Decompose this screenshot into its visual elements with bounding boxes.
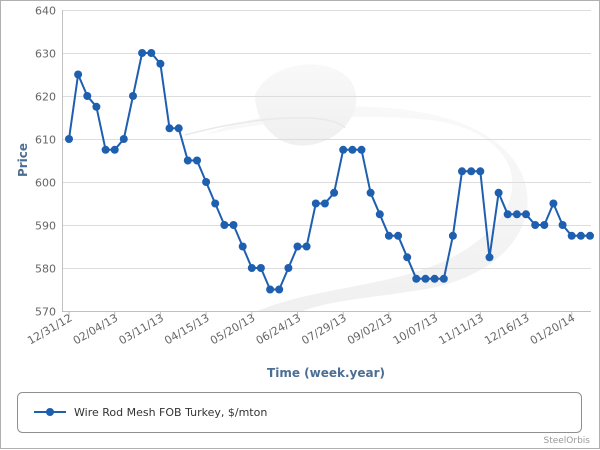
data-point[interactable] [522, 210, 530, 219]
data-point[interactable] [540, 221, 549, 229]
legend: Wire Rod Mesh FOB Turkey, $/mton [17, 392, 582, 433]
data-point[interactable] [339, 145, 348, 154]
data-point[interactable] [586, 231, 594, 240]
data-point[interactable] [320, 199, 329, 208]
series-line [68, 52, 590, 291]
data-point[interactable] [375, 210, 384, 219]
data-point[interactable] [394, 231, 403, 240]
data-point[interactable] [476, 167, 485, 176]
data-point[interactable] [156, 59, 165, 68]
data-point[interactable] [138, 49, 147, 57]
data-point[interactable] [247, 264, 256, 272]
series-layer [65, 49, 594, 294]
data-point[interactable] [448, 231, 457, 240]
y-tick-label: 630 [35, 48, 56, 61]
data-point[interactable] [129, 92, 137, 100]
data-point[interactable] [403, 253, 412, 262]
y-tick-label: 580 [35, 263, 56, 276]
y-tick-label: 600 [35, 177, 56, 190]
data-point[interactable] [211, 199, 220, 208]
legend-box [17, 392, 582, 433]
data-point[interactable] [293, 242, 302, 251]
data-point[interactable] [165, 124, 174, 133]
data-point[interactable] [330, 188, 339, 197]
data-point[interactable] [256, 264, 265, 272]
y-tick-label: 610 [35, 134, 56, 147]
data-point[interactable] [229, 221, 238, 229]
data-point[interactable] [467, 167, 476, 176]
data-point[interactable] [74, 70, 83, 79]
y-tick-label: 620 [35, 91, 56, 104]
data-point[interactable] [531, 221, 540, 229]
y-tick-label: 570 [35, 306, 56, 319]
data-point[interactable] [193, 156, 201, 165]
legend-label: Wire Rod Mesh FOB Turkey, $/mton [74, 406, 267, 419]
data-point[interactable] [439, 274, 448, 283]
data-point[interactable] [503, 210, 512, 219]
data-point[interactable] [567, 231, 576, 240]
data-point[interactable] [576, 231, 585, 240]
x-axis-title: Time (week.year) [267, 366, 385, 380]
data-point[interactable] [302, 242, 311, 251]
data-point[interactable] [174, 124, 183, 133]
y-tick-label: 640 [35, 5, 56, 18]
data-point[interactable] [183, 156, 192, 165]
credit-label: SteelOrbis [543, 436, 590, 446]
data-point[interactable] [421, 274, 430, 283]
y-tick-label: 590 [35, 220, 56, 233]
data-point[interactable] [110, 145, 119, 154]
data-point[interactable] [83, 92, 92, 100]
data-point[interactable] [494, 188, 503, 197]
data-point[interactable] [430, 274, 439, 283]
data-point[interactable] [65, 135, 73, 143]
data-point[interactable] [384, 231, 393, 240]
data-point[interactable] [119, 135, 128, 143]
data-point[interactable] [458, 167, 466, 176]
data-point[interactable] [220, 221, 229, 229]
axes [62, 10, 591, 312]
data-point[interactable] [311, 199, 320, 208]
y-tick-labels: 570 580 590 600 610 620 630 640 [35, 5, 56, 319]
data-point[interactable] [202, 178, 211, 186]
data-point[interactable] [266, 285, 275, 294]
data-point[interactable] [549, 199, 558, 208]
data-point[interactable] [558, 221, 567, 229]
data-point[interactable] [238, 242, 247, 251]
y-axis-title: Price [16, 143, 30, 177]
data-point[interactable] [512, 210, 521, 219]
data-point[interactable] [485, 253, 494, 262]
data-point[interactable] [366, 188, 375, 197]
data-point[interactable] [101, 145, 110, 154]
legend-point-marker [46, 408, 54, 416]
data-point[interactable] [357, 145, 366, 154]
plot-area [62, 10, 591, 311]
data-point[interactable] [92, 102, 101, 111]
data-point[interactable] [284, 264, 293, 272]
data-point[interactable] [147, 49, 156, 57]
data-point[interactable] [412, 274, 421, 283]
data-point[interactable] [275, 285, 284, 294]
data-point[interactable] [348, 145, 357, 154]
